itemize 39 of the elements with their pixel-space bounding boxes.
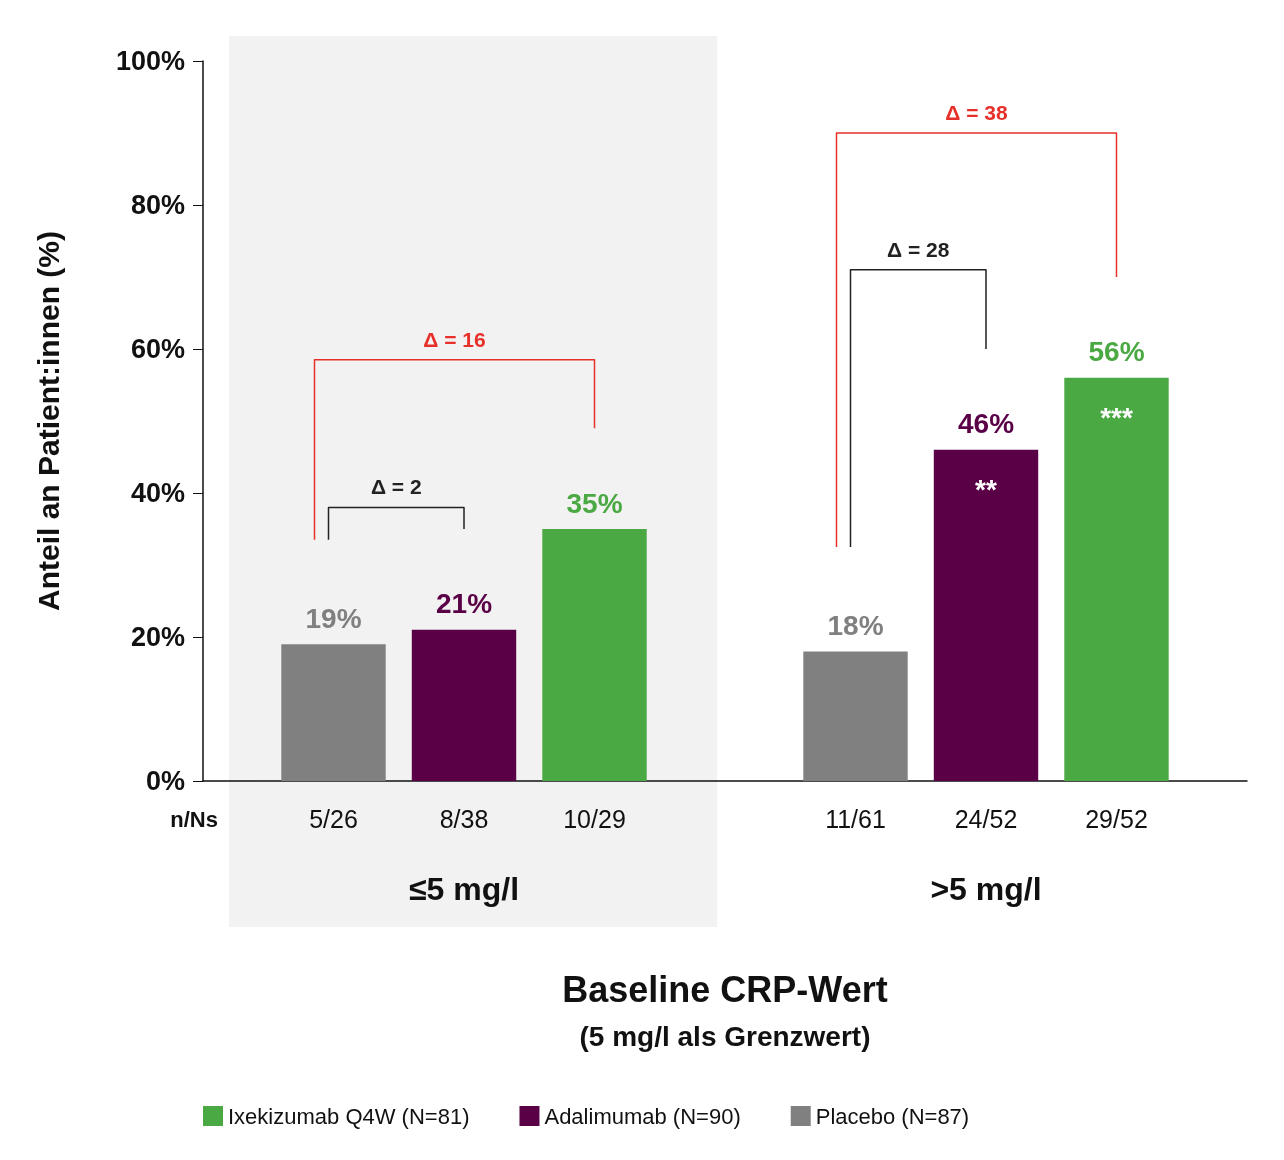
legend-label: Adalimumab (N=90) bbox=[544, 1103, 741, 1129]
y-tick-label: 60% bbox=[130, 334, 185, 364]
x-tick-label: ≤5 mg/l bbox=[408, 871, 520, 907]
annotation: Δ = 16 bbox=[423, 327, 486, 351]
annotation: *** bbox=[1100, 402, 1133, 434]
bar bbox=[1064, 377, 1169, 781]
annotation: Δ = 28 bbox=[887, 237, 950, 261]
y-axis-title: Anteil an Patient:innen (%) bbox=[31, 230, 65, 612]
y-tick-label: 0% bbox=[145, 766, 185, 796]
bar bbox=[411, 629, 517, 781]
x-axis-title: Baseline CRP-Wert bbox=[562, 968, 888, 1010]
data-label: 46% bbox=[957, 408, 1015, 440]
data-label: 56% bbox=[1088, 336, 1145, 368]
text: 29/52 bbox=[1085, 805, 1148, 833]
annotation: ** bbox=[975, 474, 997, 506]
text: 24/52 bbox=[954, 805, 1018, 833]
legend-label: Placebo (N=87) bbox=[815, 1103, 970, 1129]
data-label: 35% bbox=[566, 487, 623, 519]
data-label: 21% bbox=[435, 588, 493, 620]
text: 10/29 bbox=[563, 805, 626, 833]
y-tick-label: 80% bbox=[130, 190, 185, 220]
y-tick-label: 100% bbox=[115, 46, 185, 76]
data-label: 19% bbox=[305, 602, 362, 634]
text: 5/26 bbox=[309, 805, 358, 833]
bar bbox=[933, 449, 1039, 781]
bar bbox=[542, 529, 647, 781]
annotation: Δ = 2 bbox=[370, 475, 422, 499]
y-tick-label: 20% bbox=[130, 622, 185, 652]
legend-label: Ixekizumab Q4W (N=81) bbox=[228, 1103, 470, 1129]
text: (5 mg/l als Grenzwert) bbox=[579, 1020, 871, 1052]
annotation: Δ = 38 bbox=[945, 101, 1009, 124]
y-tick-label: 40% bbox=[130, 478, 185, 508]
text: n/Ns bbox=[170, 806, 218, 832]
bar bbox=[803, 651, 908, 781]
text: 11/61 bbox=[825, 805, 886, 833]
bar bbox=[281, 644, 386, 781]
x-tick-label: >5 mg/l bbox=[930, 871, 1042, 907]
data-label: 18% bbox=[827, 609, 884, 641]
text: 8/38 bbox=[439, 805, 489, 833]
